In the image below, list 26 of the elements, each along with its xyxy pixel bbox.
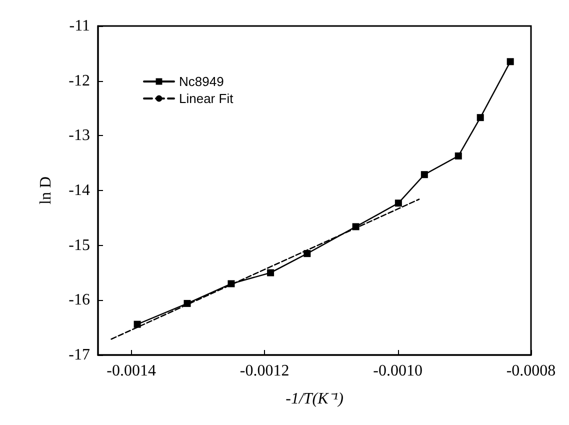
x-axis-title: -1/T(K⁻¹) (286, 390, 344, 408)
point (506, 58, 514, 66)
point (352, 223, 360, 230)
x-tick-label: -0.0012 (240, 362, 290, 380)
point (184, 300, 191, 307)
y-tick-label: -14 (68, 182, 90, 199)
x-tick-label: -0.0010 (373, 362, 422, 380)
point (304, 250, 311, 258)
point (454, 152, 462, 160)
point (267, 269, 274, 276)
y-axis-title: ln D (38, 176, 54, 204)
x-tick-label: -0.0008 (506, 362, 556, 380)
legend-label: Linear Fit (179, 91, 234, 106)
x-tick-label: -0.0014 (106, 362, 156, 380)
y-tick-label: -12 (68, 72, 90, 90)
point (134, 320, 141, 328)
y-tick-label: -11 (69, 18, 90, 34)
legend-label: Nc8949 (179, 74, 224, 89)
point (394, 200, 402, 207)
point (228, 280, 235, 288)
y-tick-label: -16 (68, 292, 90, 309)
y-tick-label: -17 (68, 346, 90, 364)
y-tick-label: -15 (68, 236, 90, 254)
y-tick-label: -13 (68, 127, 90, 144)
point (476, 114, 484, 122)
point (420, 171, 428, 178)
